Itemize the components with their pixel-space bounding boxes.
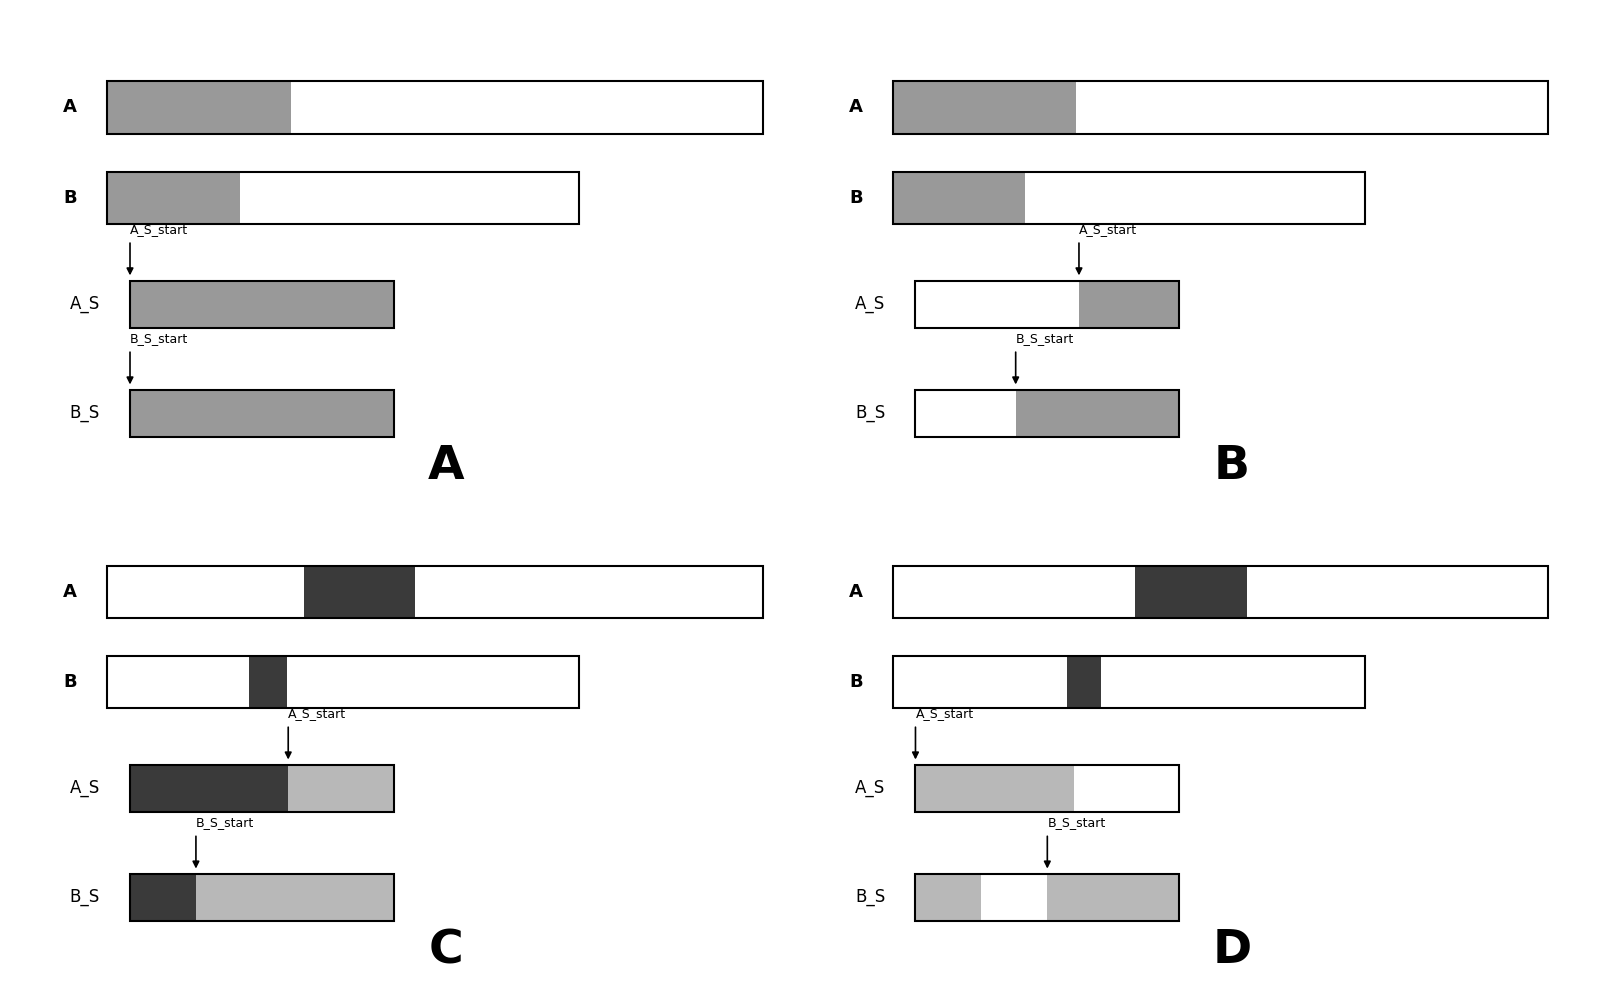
Text: A_S: A_S: [854, 780, 885, 797]
Bar: [1074, 765, 1180, 812]
Bar: [981, 873, 1047, 921]
Text: B_S: B_S: [854, 404, 885, 423]
Text: B_S_start: B_S_start: [1047, 816, 1106, 829]
Bar: [1076, 81, 1548, 133]
Bar: [107, 656, 579, 707]
Text: B_S: B_S: [69, 404, 99, 423]
Text: A_S_start: A_S_start: [915, 706, 973, 719]
Text: B: B: [64, 189, 77, 206]
Text: B_S_start: B_S_start: [1016, 332, 1074, 345]
Bar: [915, 389, 1016, 437]
Text: B_S_start: B_S_start: [130, 332, 188, 345]
Bar: [107, 172, 239, 223]
Bar: [196, 873, 394, 921]
Bar: [1101, 656, 1364, 707]
Bar: [915, 765, 1180, 812]
Bar: [1047, 873, 1180, 921]
Bar: [915, 281, 1079, 328]
Bar: [107, 81, 763, 133]
Bar: [287, 656, 579, 707]
Bar: [1135, 565, 1247, 618]
Bar: [915, 873, 981, 921]
Bar: [289, 765, 394, 812]
Bar: [130, 389, 394, 437]
Bar: [915, 873, 1180, 921]
Text: A_S: A_S: [854, 295, 885, 313]
Text: D: D: [1212, 929, 1252, 973]
Bar: [107, 172, 579, 223]
Bar: [1016, 389, 1180, 437]
Bar: [893, 656, 1364, 707]
Bar: [893, 565, 1548, 618]
Bar: [107, 565, 305, 618]
Bar: [130, 873, 196, 921]
Bar: [130, 281, 394, 328]
Text: A: A: [64, 99, 77, 117]
Bar: [1079, 281, 1180, 328]
Bar: [107, 656, 248, 707]
Text: A_S_start: A_S_start: [1079, 222, 1137, 235]
Bar: [893, 656, 1068, 707]
Bar: [130, 765, 394, 812]
Bar: [893, 81, 1076, 133]
Bar: [893, 172, 1364, 223]
Bar: [893, 172, 1024, 223]
Text: A: A: [850, 583, 862, 601]
Bar: [130, 765, 289, 812]
Text: B: B: [64, 673, 77, 691]
Text: A_S: A_S: [69, 780, 99, 797]
Text: B: B: [1213, 445, 1250, 489]
Bar: [915, 765, 1074, 812]
Text: A_S: A_S: [69, 295, 99, 313]
Text: C: C: [430, 929, 463, 973]
Text: A_S_start: A_S_start: [289, 706, 346, 719]
Bar: [1024, 172, 1364, 223]
Bar: [305, 565, 415, 618]
Text: A: A: [428, 445, 465, 489]
Text: A: A: [850, 99, 862, 117]
Text: B_S: B_S: [854, 888, 885, 907]
Bar: [107, 81, 290, 133]
Bar: [1068, 656, 1101, 707]
Bar: [130, 281, 394, 328]
Text: B: B: [850, 189, 862, 206]
Bar: [915, 389, 1180, 437]
Bar: [290, 81, 763, 133]
Bar: [130, 873, 394, 921]
Text: B_S: B_S: [69, 888, 99, 907]
Bar: [248, 656, 287, 707]
Bar: [893, 565, 1135, 618]
Bar: [893, 81, 1548, 133]
Bar: [239, 172, 579, 223]
Bar: [915, 281, 1180, 328]
Bar: [415, 565, 763, 618]
Text: B_S_start: B_S_start: [196, 816, 255, 829]
Text: A: A: [64, 583, 77, 601]
Bar: [107, 565, 763, 618]
Text: A_S_start: A_S_start: [130, 222, 188, 235]
Bar: [130, 389, 394, 437]
Bar: [1247, 565, 1548, 618]
Text: B: B: [850, 673, 862, 691]
